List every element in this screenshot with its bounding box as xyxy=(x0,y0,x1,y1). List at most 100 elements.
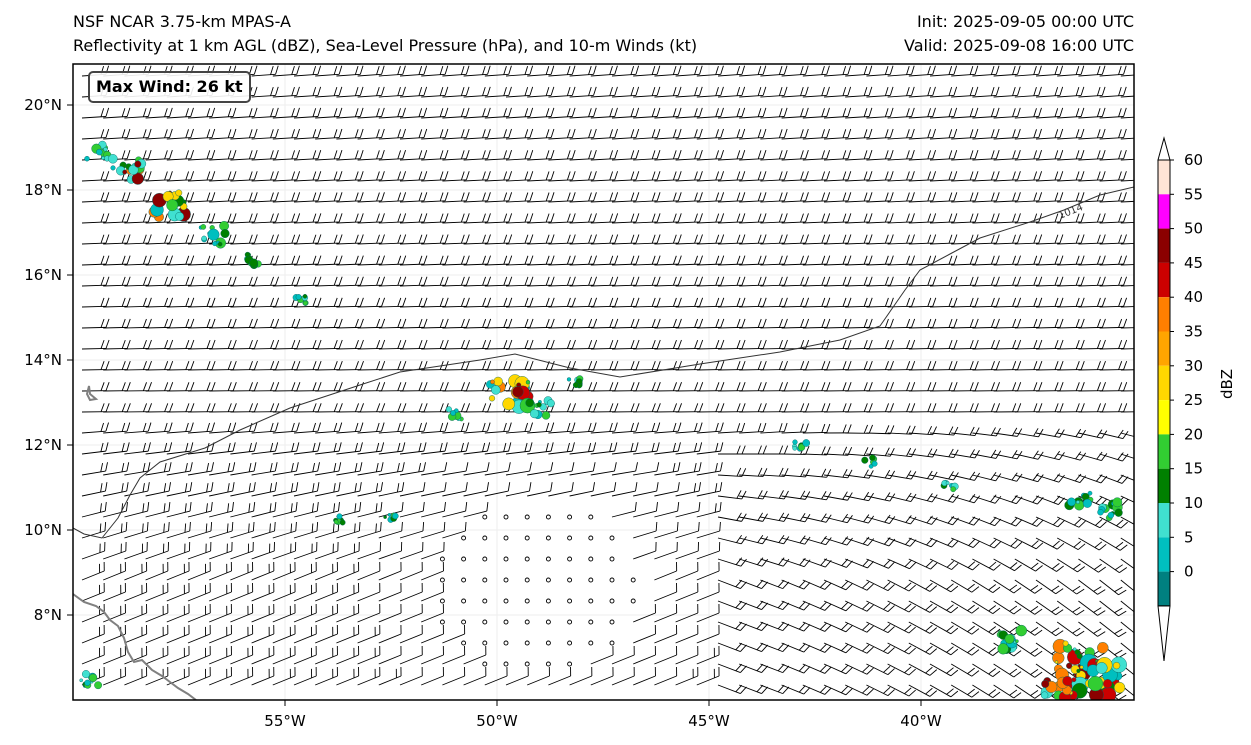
wind-barb xyxy=(145,128,173,140)
barb-flag xyxy=(317,171,322,180)
barb-shaft xyxy=(845,73,870,77)
barb-shaft xyxy=(1120,158,1134,161)
barb-flag xyxy=(529,107,534,117)
barb-shaft xyxy=(442,73,467,77)
barb-flag xyxy=(253,86,258,96)
wind-barb xyxy=(675,128,703,140)
barb-shaft xyxy=(866,94,891,98)
barb-flag xyxy=(1118,150,1122,160)
barb-shaft xyxy=(442,137,467,140)
barb-flag xyxy=(465,86,470,96)
barb-flag xyxy=(529,65,534,75)
wind-barb xyxy=(293,107,322,119)
wind-barb xyxy=(548,128,576,140)
barb-shaft xyxy=(505,116,530,119)
barb-shaft xyxy=(611,73,636,77)
barb-flag xyxy=(185,150,189,160)
wind-barb xyxy=(781,65,809,77)
barb-flag xyxy=(376,108,380,117)
barb-flag xyxy=(248,171,253,181)
barb-flag xyxy=(566,65,571,75)
barb-flag xyxy=(1145,108,1148,117)
barb-shaft xyxy=(1099,158,1124,161)
barb-flag xyxy=(482,108,486,117)
barb-shaft xyxy=(1099,137,1124,140)
barb-flag xyxy=(296,128,300,138)
barb-shaft xyxy=(1099,73,1124,77)
barb-flag xyxy=(126,107,131,117)
barb-flag xyxy=(275,65,279,75)
barb-shaft xyxy=(357,94,382,98)
wind-barb xyxy=(611,128,640,140)
barb-shaft xyxy=(739,94,764,98)
barb-shaft xyxy=(696,158,721,161)
barb-flag xyxy=(296,86,300,96)
barb-flag xyxy=(699,86,703,96)
wind-barb xyxy=(760,128,788,140)
barb-shaft xyxy=(823,73,848,77)
barb-shaft xyxy=(845,326,870,329)
wind-barb xyxy=(230,171,258,182)
wind-barb xyxy=(230,149,258,161)
barb-flag xyxy=(868,86,873,96)
barb-shaft xyxy=(230,179,255,182)
barb-flag xyxy=(529,149,534,159)
barb-flag xyxy=(465,149,470,159)
barb-shaft xyxy=(972,73,997,77)
barb-shaft xyxy=(1035,73,1060,77)
barb-flag xyxy=(1140,382,1143,390)
barb-shaft xyxy=(463,326,488,329)
barb-shaft xyxy=(166,137,191,140)
wind-barb xyxy=(1014,128,1042,140)
barb-flag xyxy=(1038,128,1042,138)
barb-flag xyxy=(1140,66,1143,75)
barb-flag xyxy=(800,150,804,160)
barb-flag xyxy=(354,87,359,96)
barb-flag xyxy=(487,128,491,138)
wind-barb xyxy=(781,86,809,98)
barb-shaft xyxy=(951,158,976,161)
wind-barb xyxy=(336,149,364,161)
wind-barb xyxy=(993,86,1021,98)
barb-shaft xyxy=(1057,137,1082,140)
wind-barb xyxy=(548,65,576,77)
barb-flag xyxy=(190,107,194,117)
barb-flag xyxy=(444,149,449,159)
barb-shaft xyxy=(675,137,700,140)
wind-barb xyxy=(442,107,470,119)
barb-flag xyxy=(317,149,322,159)
barb-flag xyxy=(699,65,703,75)
barb-shaft xyxy=(548,73,573,77)
barb-flag xyxy=(1054,65,1059,75)
barb-flag xyxy=(338,128,343,138)
wind-barb xyxy=(569,65,597,77)
barb-shaft xyxy=(421,326,446,329)
barb-flag xyxy=(1143,477,1149,484)
wind-barb xyxy=(696,128,724,140)
barb-flag xyxy=(911,65,915,75)
barb-flag xyxy=(757,129,762,139)
barb-flag xyxy=(1141,545,1148,550)
barb-flag xyxy=(402,65,406,75)
barb-flag xyxy=(1140,568,1148,573)
barb-flag xyxy=(206,171,211,181)
barb-shaft xyxy=(590,158,615,161)
barb-shaft xyxy=(569,137,594,140)
barb-flag xyxy=(715,129,719,139)
barb-flag xyxy=(863,108,868,117)
barb-flag xyxy=(1136,588,1144,592)
barb-flag xyxy=(1075,87,1080,96)
barb-shaft xyxy=(845,116,870,119)
wind-barb xyxy=(527,149,555,161)
barb-flag xyxy=(376,129,380,139)
barb-flag xyxy=(1038,149,1042,159)
barb-flag xyxy=(566,108,571,117)
barb-flag xyxy=(995,86,1000,96)
barb-flag xyxy=(524,150,529,160)
barb-flag xyxy=(503,87,507,96)
barb-shaft xyxy=(293,137,318,140)
barb-shaft xyxy=(421,116,446,119)
barb-flag xyxy=(270,129,274,139)
barb-shaft xyxy=(187,116,212,119)
wind-barb xyxy=(336,107,364,119)
